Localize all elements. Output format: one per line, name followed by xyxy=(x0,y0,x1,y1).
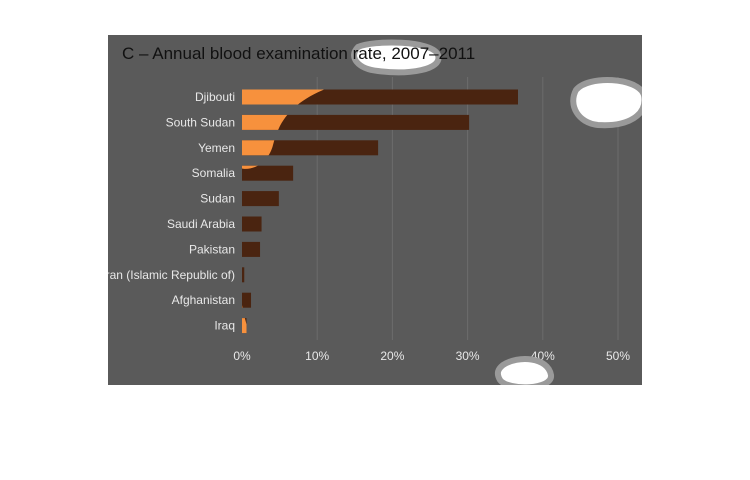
bar xyxy=(242,191,279,207)
bar-chart: Djibouti South Sudan Yemen Somalia Sudan Saud… xyxy=(108,39,642,385)
x-tick-label: 30% xyxy=(456,349,480,363)
bar xyxy=(242,140,379,156)
category-label: Yemen xyxy=(198,141,235,155)
category-label: Saudi Arabia xyxy=(167,217,235,231)
x-tick-label: 0% xyxy=(233,349,251,363)
category-label: South Sudan xyxy=(166,115,235,129)
category-label: Somalia xyxy=(192,166,236,180)
category-label: Sudan xyxy=(200,192,235,206)
bar xyxy=(242,165,294,181)
bars xyxy=(242,89,518,334)
x-tick-label: 20% xyxy=(380,349,404,363)
bar-highlighted xyxy=(242,318,247,334)
bar xyxy=(242,267,245,283)
category-labels: Djibouti South Sudan Yemen Somalia Sudan Saud… xyxy=(108,90,235,333)
bar xyxy=(242,241,261,257)
bar xyxy=(242,114,470,130)
category-label: Iraq xyxy=(214,319,235,333)
x-tick-label: 50% xyxy=(606,349,630,363)
bar xyxy=(242,216,262,232)
category-label: Afghanistan xyxy=(172,293,235,307)
chart-title: C – Annual blood examination rate, 2007–… xyxy=(122,44,476,63)
category-label: Djibouti xyxy=(195,90,235,104)
highlight-overlays xyxy=(351,39,642,385)
chart-panel: Djibouti South Sudan Yemen Somalia Sudan Saud… xyxy=(108,35,642,385)
x-tick-label: 10% xyxy=(305,349,329,363)
category-label: Iran (Islamic Republic of) xyxy=(108,268,235,282)
category-label: Pakistan xyxy=(189,242,235,256)
x-axis-ticks: 0% 10% 20% 30% 40% 50% xyxy=(233,349,630,363)
bar xyxy=(242,292,252,308)
